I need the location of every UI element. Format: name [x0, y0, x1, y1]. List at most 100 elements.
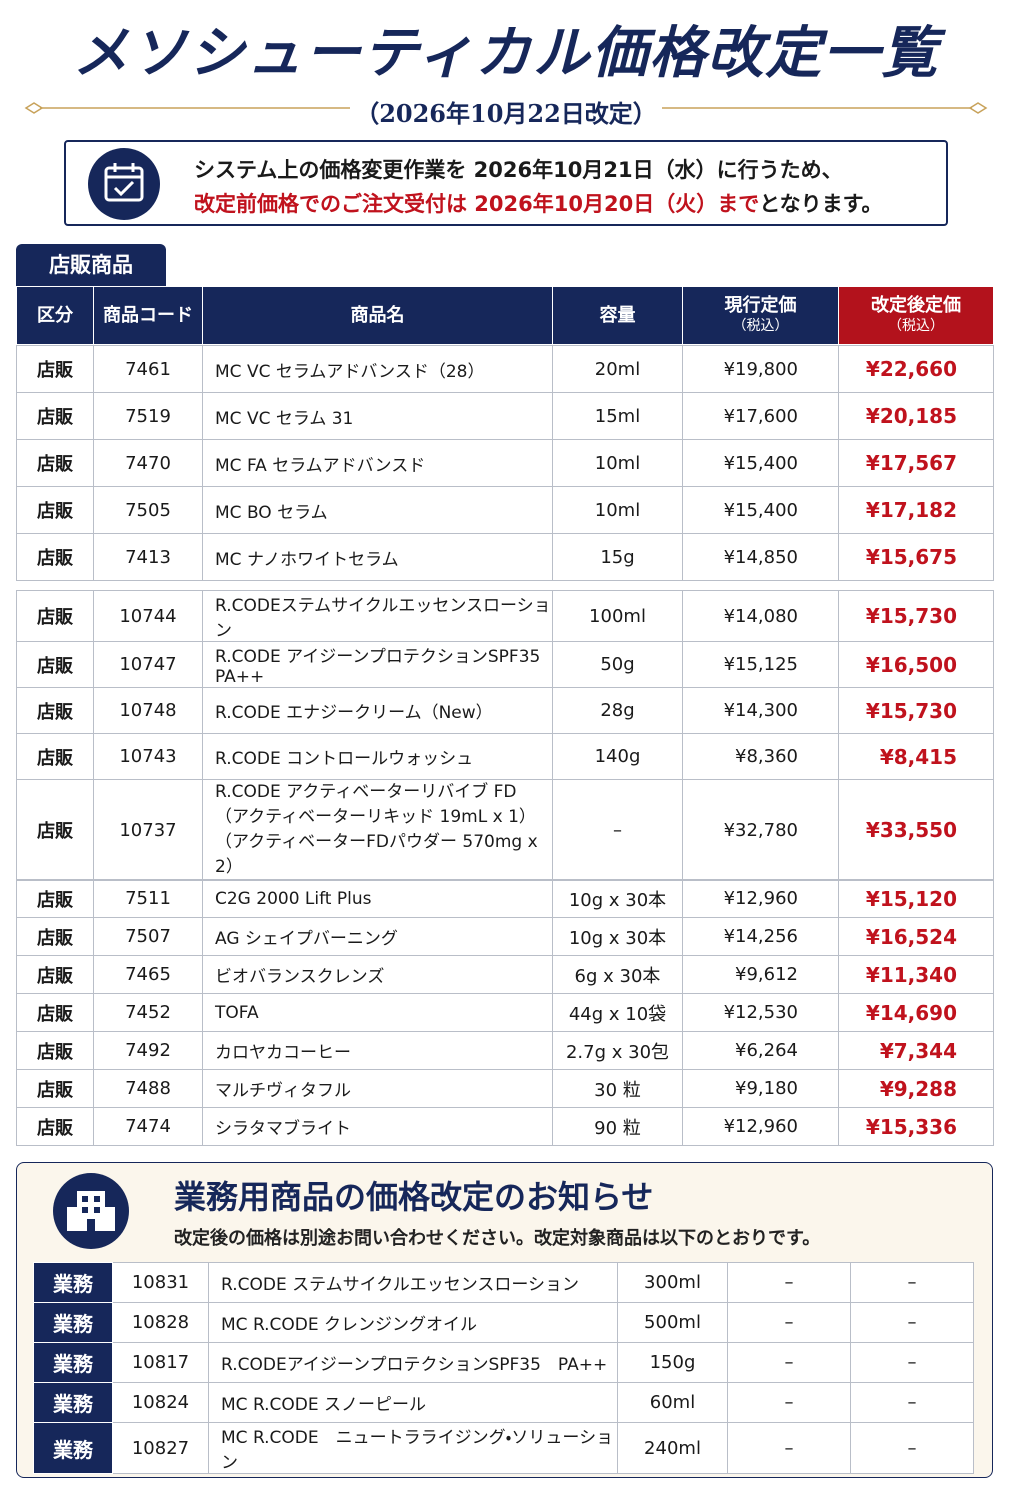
cell: 7507 — [93, 917, 203, 956]
cell: 業務 — [33, 1422, 113, 1474]
cell: ¥33,550 — [838, 779, 994, 881]
cell: 7492 — [93, 1031, 203, 1070]
header-label: 容量 — [599, 304, 636, 326]
cell: 7519 — [93, 392, 203, 440]
business-row: 業務 10817 R.CODEアイジーンプロテクションSPF35 PA++ 150g –… — [33, 1342, 974, 1383]
header-cell: 改定後定価 （税込） — [838, 286, 994, 345]
business-row: 業務 10827 MC R.CODE ニュートラライジング・ソリューション 240ml… — [33, 1422, 974, 1474]
cell: 50g — [552, 641, 683, 688]
cell: 240ml — [617, 1422, 728, 1474]
cell: 店販 — [16, 733, 94, 780]
cell: 7511 — [93, 879, 203, 918]
business-note: 改定後の価格は別途お問い合わせください。改定対象商品は以下のとおりです。 — [174, 1228, 821, 1249]
product-row: 店販 7507 AG シェイプバーニング 10g x 30本 ¥14,256 ¥16,52… — [16, 917, 994, 956]
cell: R.CODE アイジーンプロテクションSPF35 PA++ — [202, 641, 553, 688]
cell: ¥14,690 — [838, 993, 994, 1032]
cell: 店販 — [16, 955, 94, 994]
header-label: 区分 — [37, 304, 73, 326]
cell: MC R.CODE スノーピール — [208, 1382, 618, 1423]
header-cell: 容量 — [552, 286, 683, 345]
cell: 店販 — [16, 392, 94, 440]
cell: 60ml — [617, 1382, 728, 1423]
product-row: 店販 10737 R.CODE アクティベーターリバイブ FD （アクティベーターリ… — [16, 779, 994, 881]
cell: ¥15,730 — [838, 590, 994, 642]
section-tab: 店販商品 — [16, 244, 166, 286]
product-row: 店販 10743 R.CODE コントロールウォッシュ 140g ¥8,360 ¥8,41… — [16, 733, 994, 780]
cell: 7461 — [93, 345, 203, 393]
header-label: 現行定価 — [724, 294, 797, 316]
title: メソシューティカル価格改定一覧 — [72, 20, 940, 86]
cell: ¥15,336 — [838, 1107, 994, 1146]
cell: 10817 — [112, 1342, 209, 1383]
cell: 店販 — [16, 687, 94, 734]
building-icon — [53, 1173, 129, 1249]
cell: R.CODEアイジーンプロテクションSPF35 PA++ — [208, 1342, 618, 1383]
cell: 10827 — [112, 1422, 209, 1474]
calendar-icon — [88, 148, 160, 220]
cell: 30 粒 — [552, 1069, 683, 1108]
header-label: 商品名 — [350, 304, 405, 326]
cell: – — [850, 1382, 974, 1423]
cell: ¥14,256 — [682, 917, 839, 956]
business-title: 業務用商品の価格改定のお知らせ — [174, 1178, 654, 1216]
header-cell: 商品コード — [93, 286, 203, 345]
product-table: 店販 10744 R.CODEステムサイクルエッセンスローション 100ml ¥14,0… — [16, 590, 994, 881]
cell: ¥11,340 — [838, 955, 994, 994]
cell: 28g — [552, 687, 683, 734]
cell: 300ml — [617, 1262, 728, 1303]
cell: ¥14,850 — [682, 533, 839, 581]
header-cell: 現行定価 （税込） — [682, 286, 839, 345]
product-row: 店販 7461 MC VC セラムアドバンスド（28） 20ml ¥19,800 ¥22,… — [16, 345, 994, 393]
cell: 業務 — [33, 1262, 113, 1303]
cell: – — [850, 1342, 974, 1383]
cell: 10ml — [552, 439, 683, 487]
header-row: 区分 商品コード 商品名 容量 現行定価 （税込） 改定後定価 （税込） — [16, 286, 994, 345]
product-row: 店販 7505 MC BO セラム 10ml ¥15,400 ¥17,182 — [16, 486, 994, 534]
cell: ¥9,612 — [682, 955, 839, 994]
cell: ¥15,675 — [838, 533, 994, 581]
cell: 7488 — [93, 1069, 203, 1108]
header-cell: 商品名 — [202, 286, 553, 345]
cell: 90 粒 — [552, 1107, 683, 1146]
cell: ¥12,960 — [682, 1107, 839, 1146]
product-table: 店販 7511 C2G 2000 Lift Plus 10g x 30本 ¥12,960… — [16, 879, 994, 1146]
notice-emphasis: 改定前価格でのご注文受付は 2026年10月20日（火）まで — [194, 192, 760, 216]
cell: 7465 — [93, 955, 203, 994]
cell: 10744 — [93, 590, 203, 642]
notice-box: システム上の価格変更作業を 2026年10月21日（水）に行うため、 改定前価格… — [64, 140, 948, 226]
business-row: 業務 10828 MC R.CODE クレンジングオイル 500ml – – — [33, 1302, 974, 1343]
cell: ¥16,500 — [838, 641, 994, 688]
cell: ¥17,567 — [838, 439, 994, 487]
header-note: （税込） — [732, 317, 789, 334]
header-label: 改定後定価 — [871, 294, 961, 316]
cell: 店販 — [16, 1031, 94, 1070]
cell: R.CODE アクティベーターリバイブ FD （アクティベーターリキッド 19m… — [202, 779, 553, 881]
cell: ¥22,660 — [838, 345, 994, 393]
notice-line: 改定前価格でのご注文受付は 2026年10月20日（火）までとなります。 — [194, 188, 883, 218]
cell: シラタマブライト — [202, 1107, 553, 1146]
cell: 7452 — [93, 993, 203, 1032]
cell: – — [727, 1382, 851, 1423]
cell: カロヤカコーヒー — [202, 1031, 553, 1070]
cell: 15g — [552, 533, 683, 581]
cell: – — [850, 1422, 974, 1474]
cell: 10ml — [552, 486, 683, 534]
cell: 10824 — [112, 1382, 209, 1423]
cell: ¥9,288 — [838, 1069, 994, 1108]
cell: 7413 — [93, 533, 203, 581]
cell: – — [727, 1422, 851, 1474]
product-row: 店販 7519 MC VC セラム 31 15ml ¥17,600 ¥20,185 — [16, 392, 994, 440]
cell: 7470 — [93, 439, 203, 487]
cell: ¥6,264 — [682, 1031, 839, 1070]
cell: R.CODE コントロールウォッシュ — [202, 733, 553, 780]
cell: MC ナノホワイトセラム — [202, 533, 553, 581]
cell: 7474 — [93, 1107, 203, 1146]
header-note: （税込） — [888, 317, 944, 334]
cell: ¥17,600 — [682, 392, 839, 440]
product-row: 店販 7492 カロヤカコーヒー 2.7g x 30包 ¥6,264 ¥7,344 — [16, 1031, 994, 1070]
cell: MC VC セラムアドバンスド（28） — [202, 345, 553, 393]
cell: ¥12,530 — [682, 993, 839, 1032]
cell: AG シェイプバーニング — [202, 917, 553, 956]
cell: ¥14,300 — [682, 687, 839, 734]
